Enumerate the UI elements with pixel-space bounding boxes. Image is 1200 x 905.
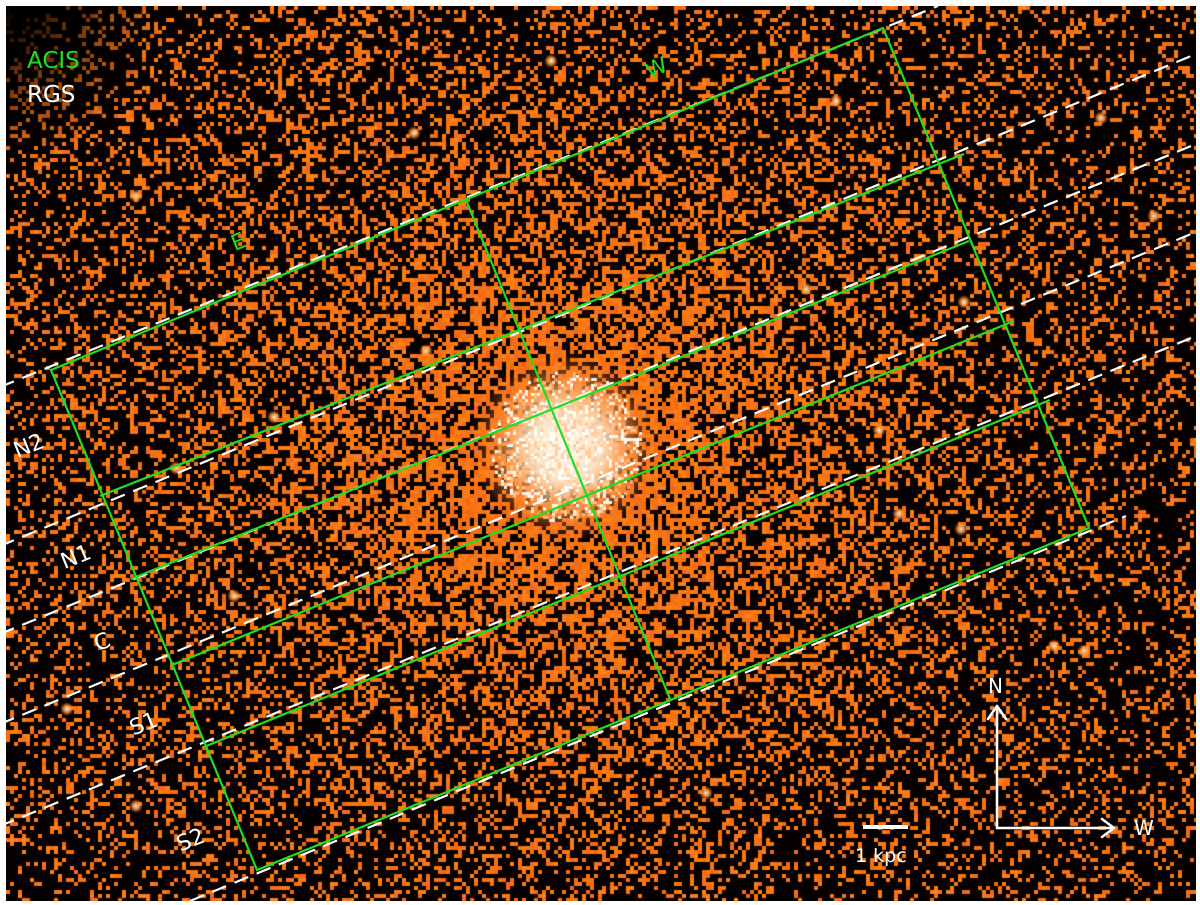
acis-strip-divider-1 <box>99 152 965 498</box>
acis-strip-divider-4 <box>203 398 1051 749</box>
compass-west-arrowhead <box>1100 817 1116 839</box>
legend-acis: ACIS <box>27 48 80 74</box>
acis-strip-divider-3 <box>171 319 1015 667</box>
region-overlay <box>6 6 1196 901</box>
scale-bar-label: 1 kpc <box>855 845 907 867</box>
xray-image-panel: ACIS RGS W E N2 N1 C S1 S2 1 kpc N W <box>6 6 1196 901</box>
compass-label-west: W <box>1134 816 1154 840</box>
rgs-line-4 <box>6 230 1196 723</box>
rgs-line-5 <box>6 334 1196 825</box>
rgs-line-6 <box>189 514 1127 901</box>
acis-outer-box <box>49 26 1091 872</box>
legend-rgs: RGS <box>27 82 76 108</box>
compass-north-arrowhead <box>986 704 1008 721</box>
acis-strip-divider-2 <box>130 239 970 581</box>
acis-east-west-divider <box>464 199 672 700</box>
compass-label-north: N <box>988 674 1003 698</box>
rgs-line-2 <box>6 52 1196 545</box>
